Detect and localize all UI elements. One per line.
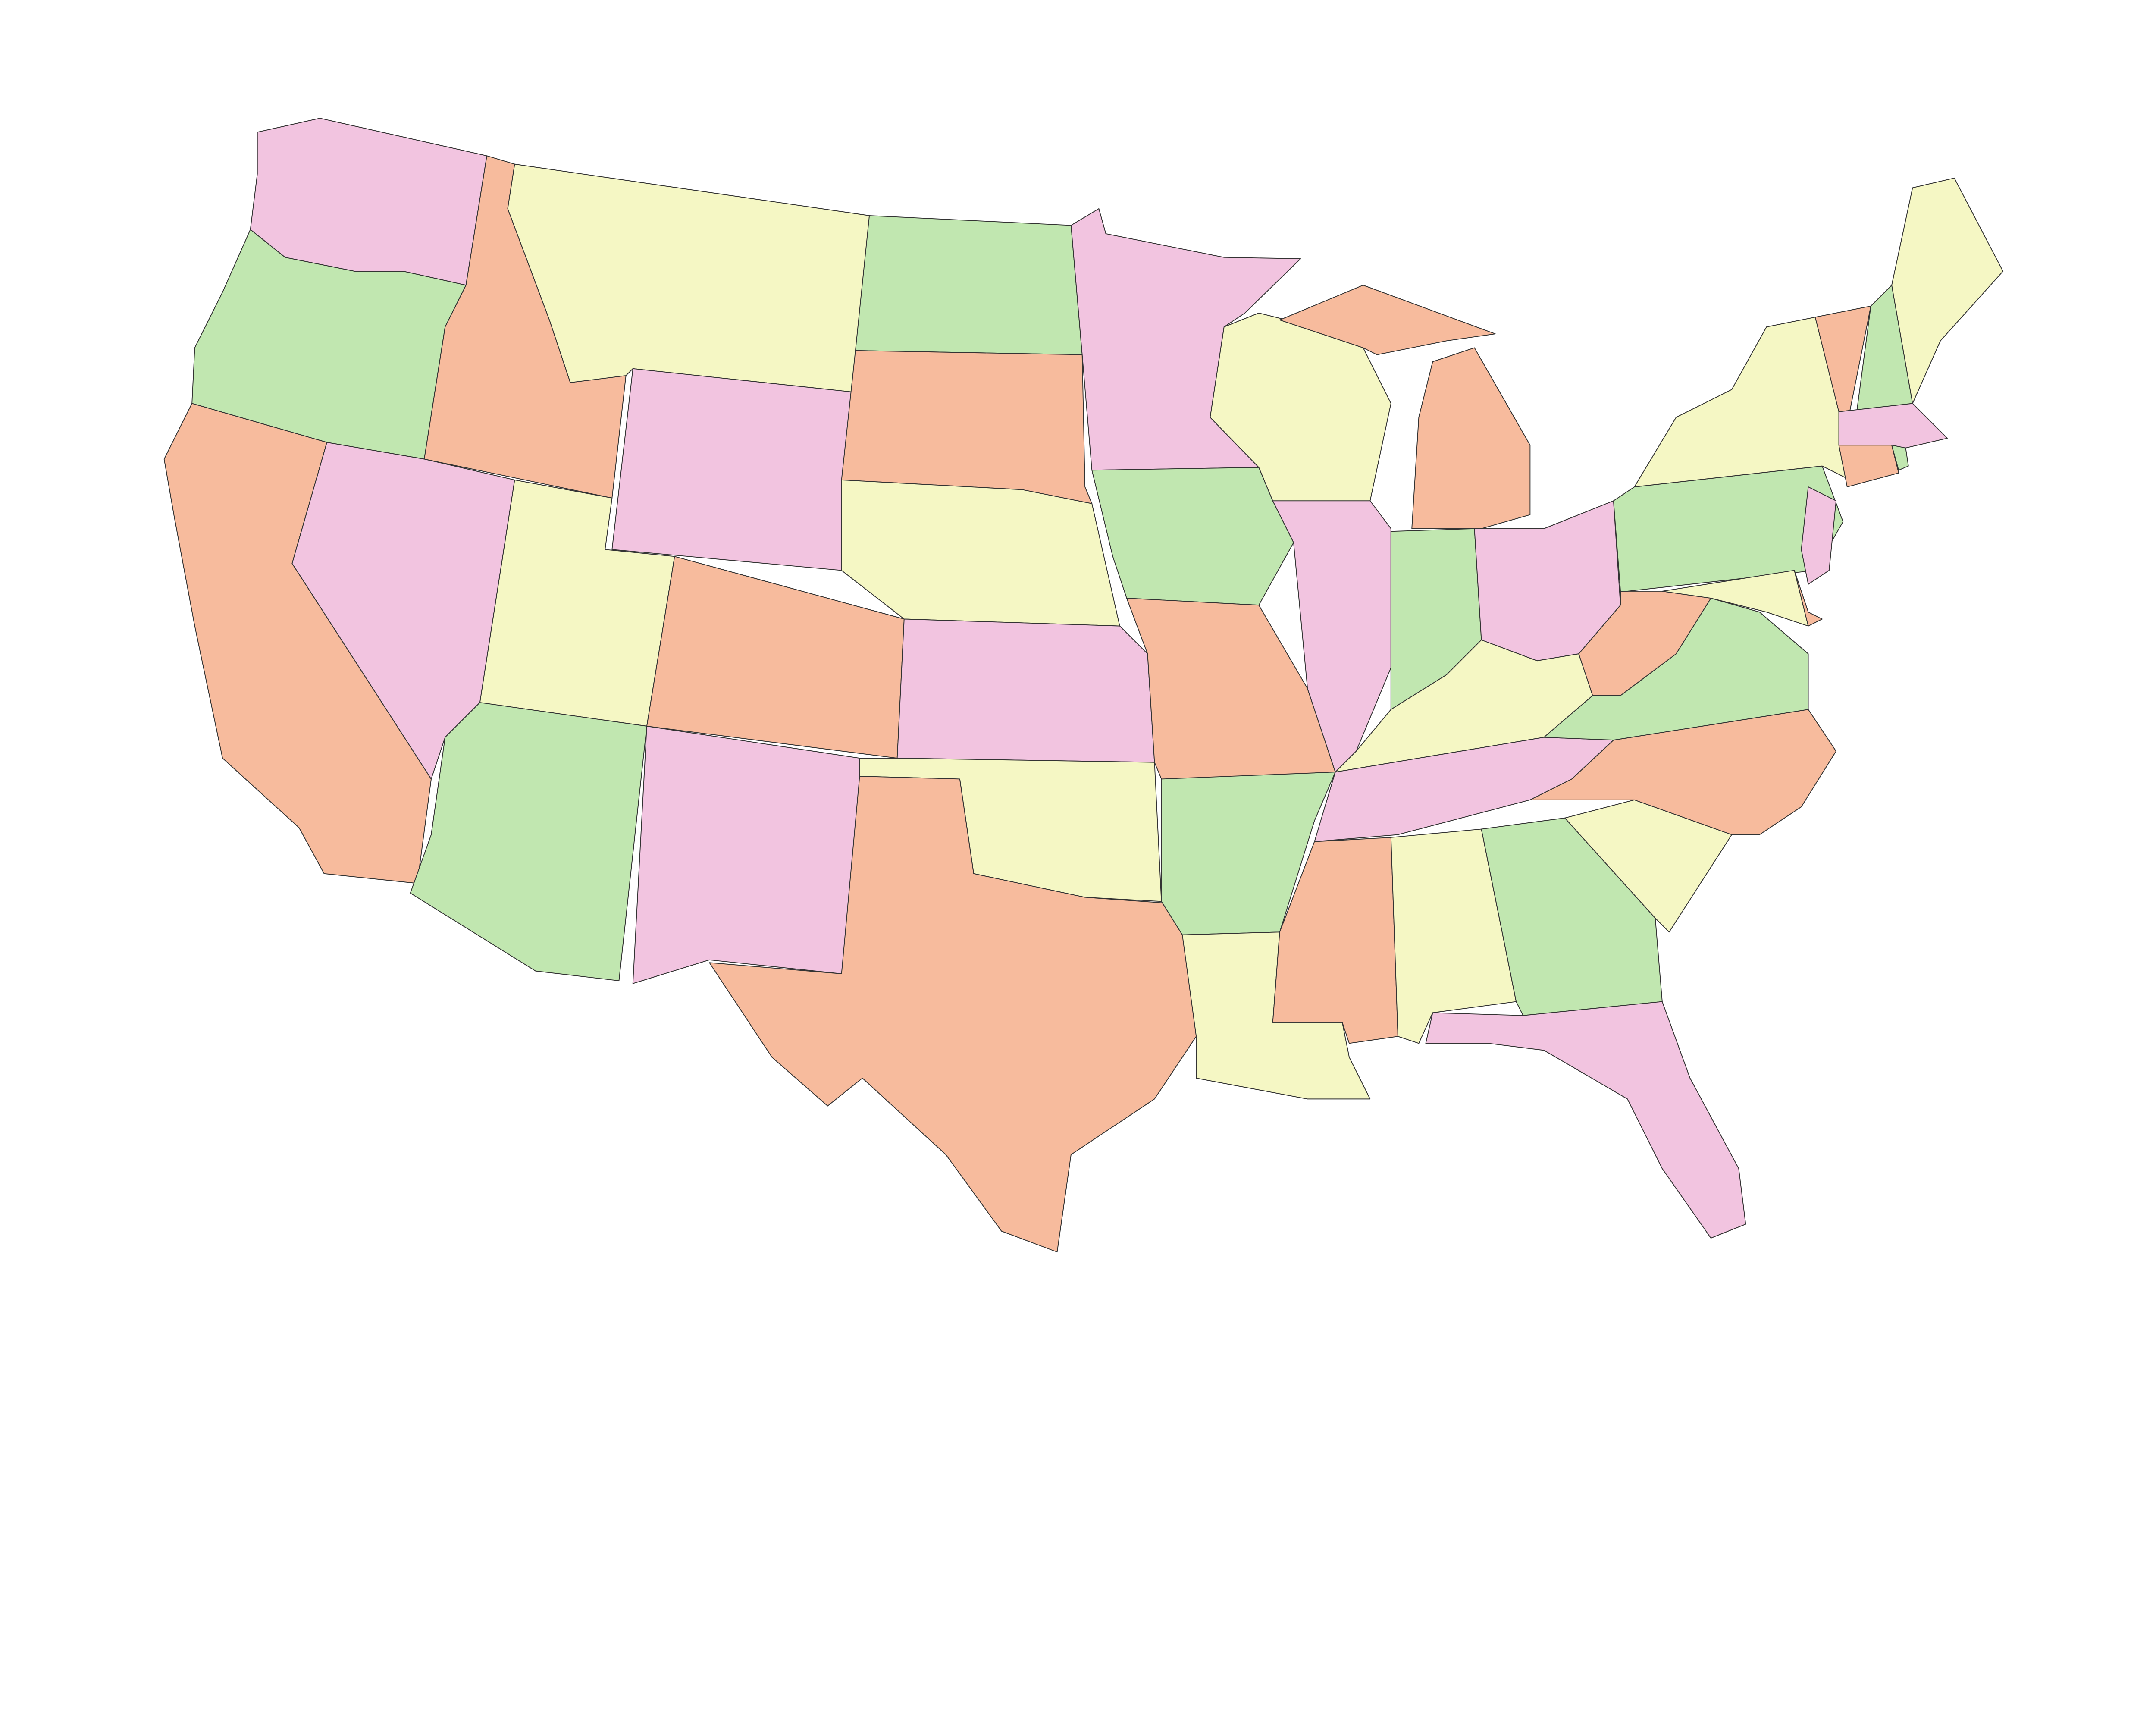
state-rhode-island: [1891, 445, 1909, 471]
state-new-jersey: [1801, 486, 1837, 585]
state-connecticut: [1838, 445, 1899, 487]
state-maryland: [1661, 570, 1809, 627]
state-montana: [507, 163, 870, 393]
state-michigan: [1279, 285, 1531, 529]
us-states-map: [163, 118, 2004, 1253]
state-wyoming: [611, 368, 856, 571]
state-new-york: [1634, 317, 1851, 487]
state-new-mexico: [632, 725, 863, 984]
state-wisconsin: [1210, 312, 1391, 502]
state-massachusetts: [1838, 403, 1948, 448]
state-south-dakota: [841, 350, 1093, 504]
state-arizona: [410, 702, 647, 982]
state-iowa: [1091, 467, 1294, 606]
state-maine: [1891, 177, 2004, 404]
state-south-carolina: [1564, 799, 1733, 933]
state-kansas: [896, 618, 1155, 763]
state-texas: [709, 776, 1197, 1253]
state-florida: [1425, 1001, 1746, 1239]
state-north-dakota: [855, 215, 1083, 355]
state-delaware: [1794, 570, 1823, 627]
state-nebraska: [841, 479, 1120, 627]
state-minnesota: [1070, 208, 1301, 471]
state-north-carolina: [1529, 709, 1837, 835]
